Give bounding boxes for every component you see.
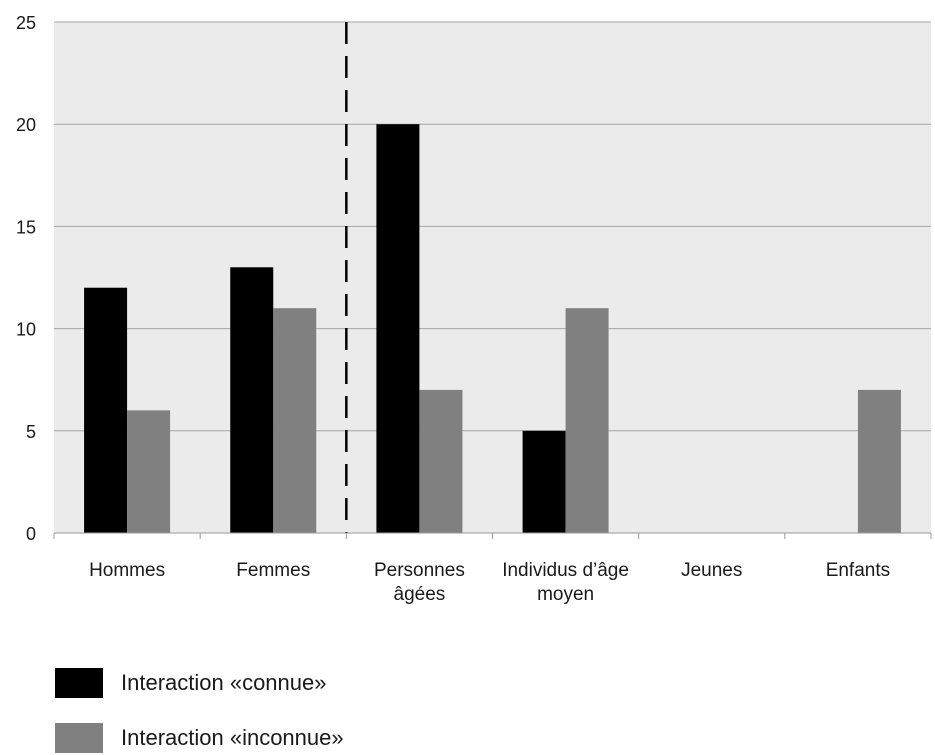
legend-item-connue: Interaction «connue» [55, 668, 327, 698]
bar-inconnue [565, 308, 609, 533]
y-tick-label: 25 [16, 13, 36, 33]
bar-connue [522, 430, 566, 533]
x-axis-labels: Hommes Femmes Personnes âgées Individus d’âg… [89, 560, 890, 605]
bar-inconnue [273, 308, 317, 533]
x-tick-label: Jeunes [681, 560, 742, 581]
bar-connue [84, 287, 128, 533]
y-tick-label: 20 [16, 115, 36, 135]
bar-connue [230, 267, 274, 533]
x-axis-ticks [53, 533, 932, 539]
legend-item-inconnue: Interaction «inconnue» [55, 723, 344, 753]
y-tick-label: 15 [16, 217, 36, 237]
y-axis-labels: 0 5 10 15 20 25 [16, 13, 36, 544]
x-tick-label: Hommes [89, 560, 165, 581]
bar-inconnue [419, 389, 463, 533]
gridlines [54, 21, 931, 432]
y-tick-label: 0 [26, 524, 36, 544]
bar-connue [376, 124, 420, 533]
bar-inconnue [857, 389, 901, 533]
bars [84, 124, 901, 533]
legend-swatch-inconnue [55, 723, 103, 753]
y-tick-label: 10 [16, 320, 36, 340]
y-tick-label: 5 [26, 422, 36, 442]
plot-area [54, 22, 931, 533]
x-tick-label: Enfants [826, 560, 890, 581]
x-tick-label: Individus d’âge moyen [502, 560, 629, 605]
x-tick-label: Personnes âgées [374, 560, 465, 605]
bar-chart: 0 5 10 15 20 25 Hommes Femmes Personnes âgées Ind… [16, 13, 932, 605]
legend-label-inconnue: Interaction «inconnue» [121, 725, 344, 750]
legend-swatch-connue [55, 668, 103, 698]
bar-inconnue [127, 410, 171, 533]
legend-label-connue: Interaction «connue» [121, 670, 327, 695]
x-tick-label: Femmes [236, 560, 310, 581]
